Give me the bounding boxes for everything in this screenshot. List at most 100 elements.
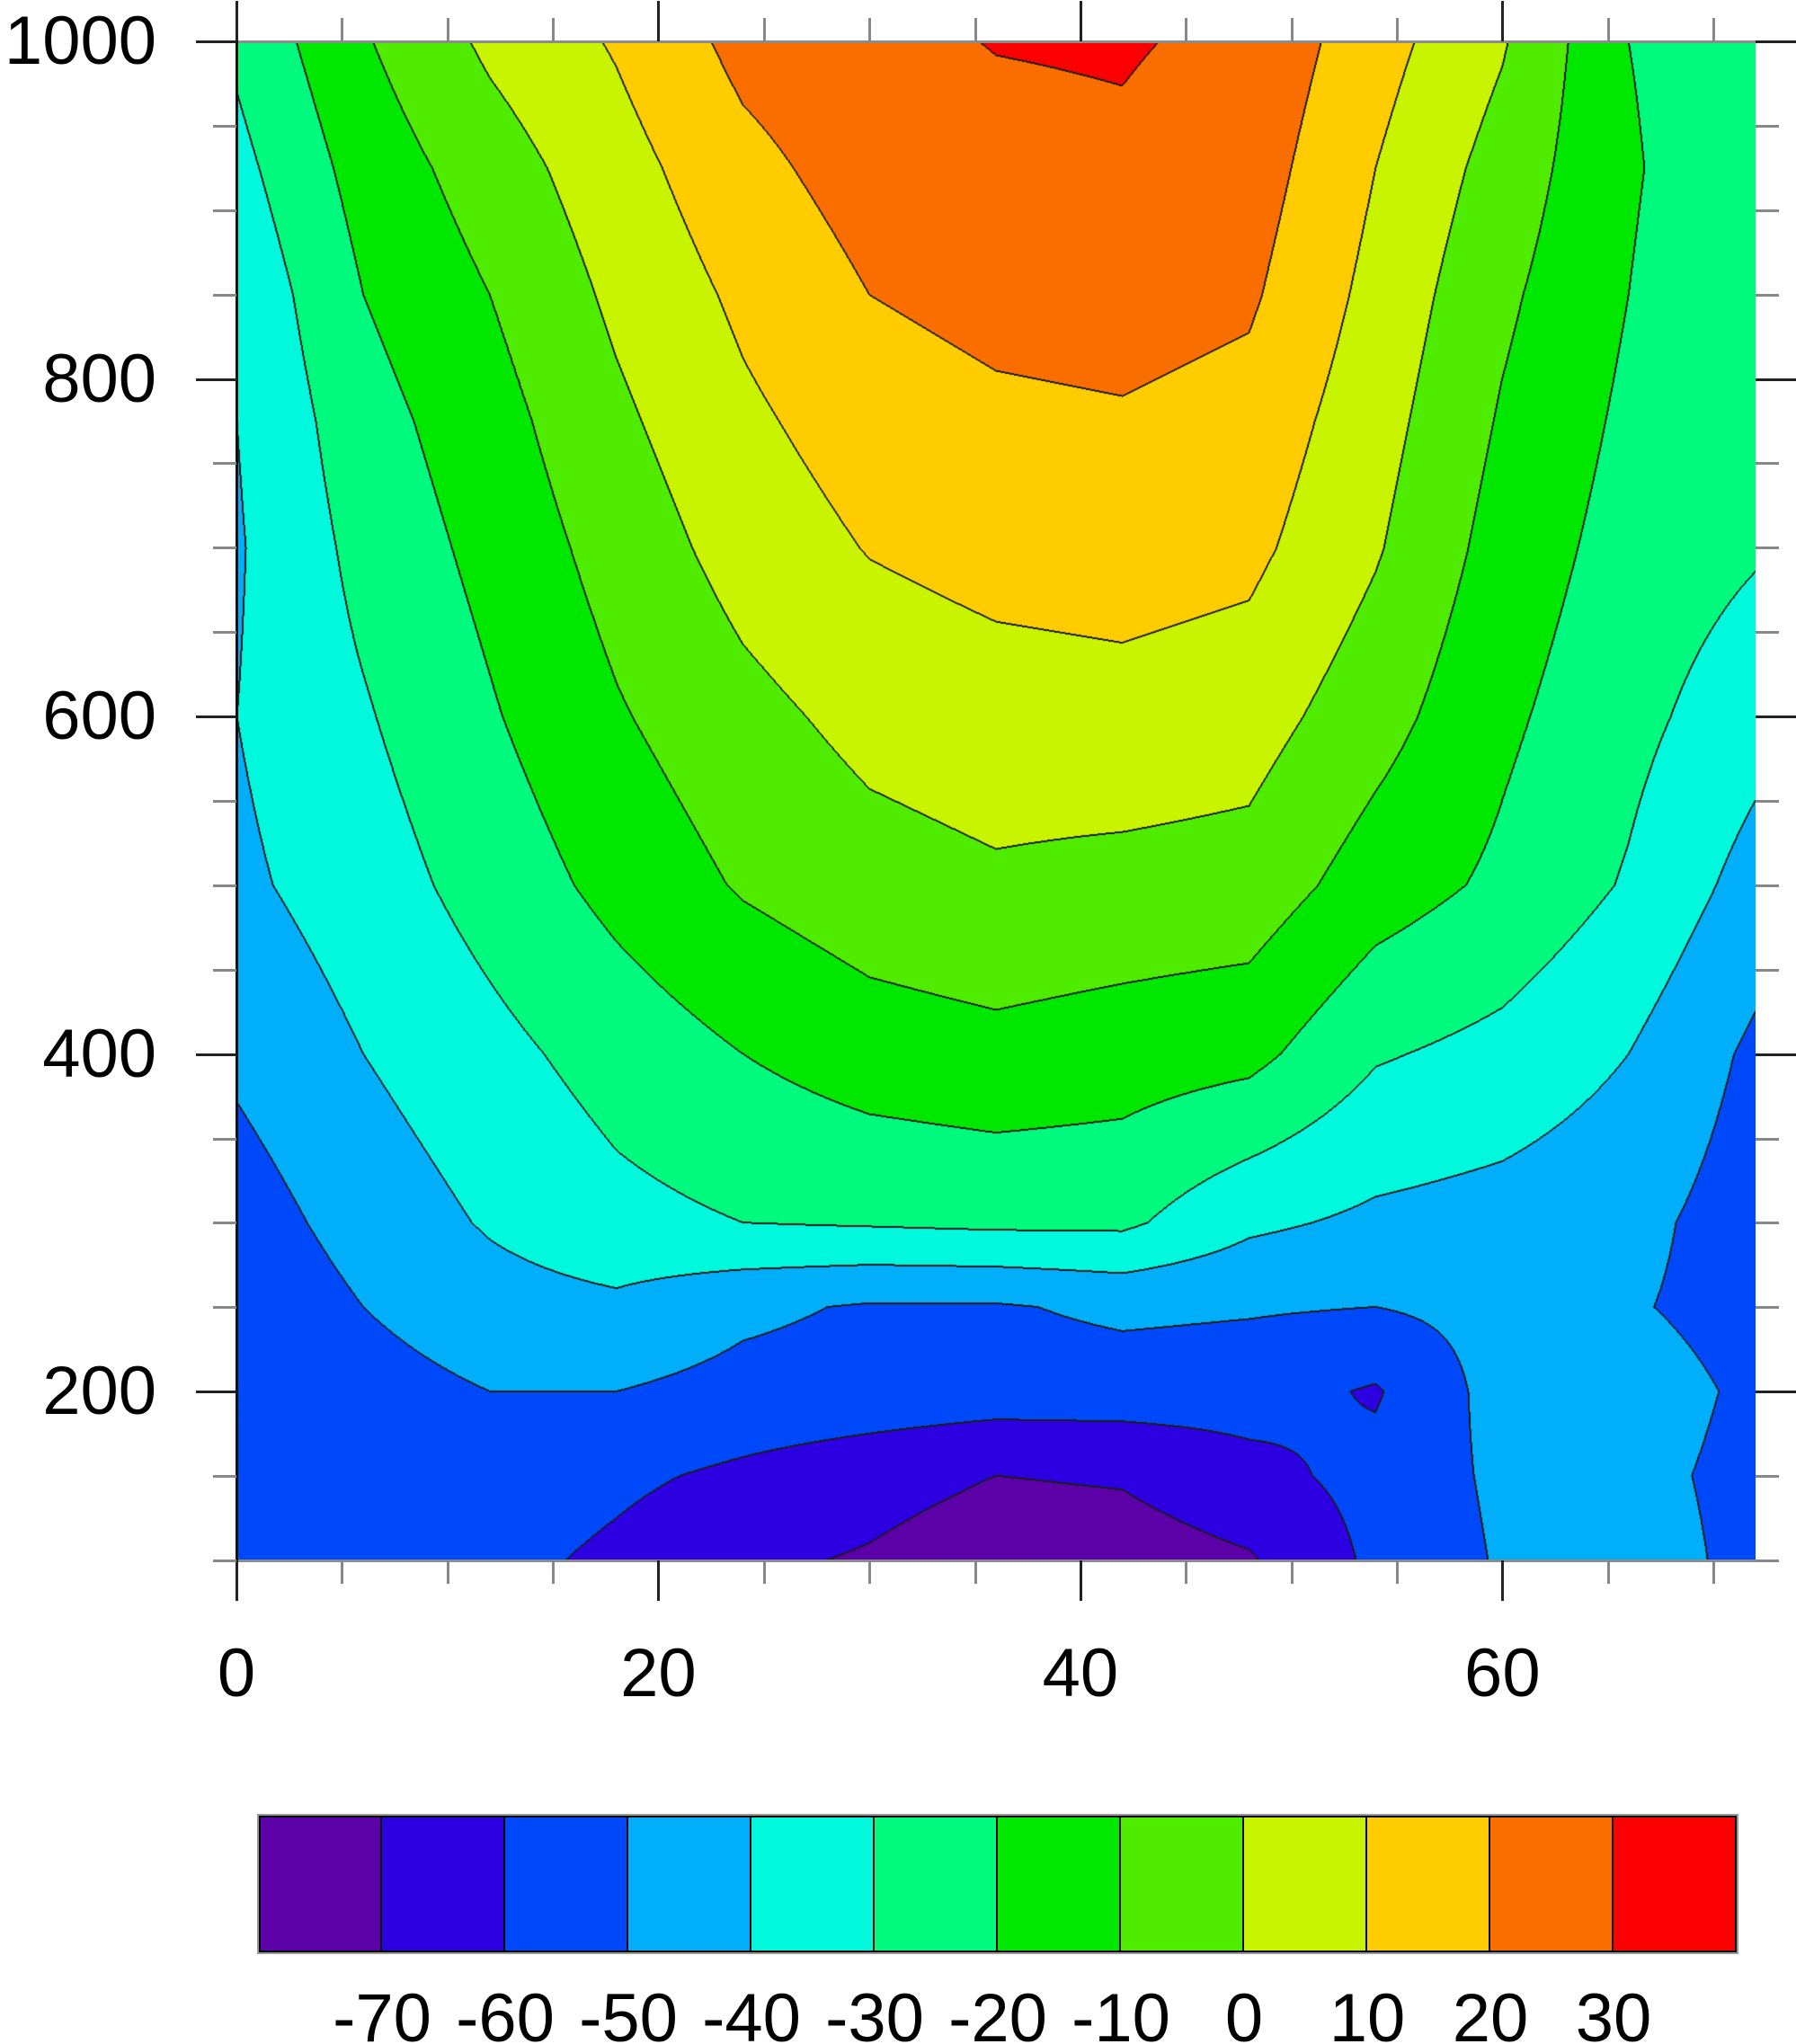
x-axis-tick — [974, 1560, 977, 1584]
x-axis-tick — [1290, 1560, 1294, 1584]
y-axis-tick-right — [1756, 1053, 1796, 1056]
colorbar-tick-label: -60 — [456, 1980, 555, 2044]
x-axis-tick-top — [446, 18, 449, 41]
y-axis-tick — [196, 715, 236, 719]
y-axis-tick — [213, 1306, 236, 1310]
x-axis-tick-top — [762, 18, 766, 41]
colorbar-tick-label: -30 — [825, 1980, 924, 2044]
y-axis-tick-label: 400 — [42, 1015, 156, 1092]
colorbar-swatch — [1367, 1816, 1490, 1952]
colorbar-swatch — [998, 1816, 1121, 1952]
colorbar-tick-label: -70 — [333, 1980, 431, 2044]
x-axis-tick — [1501, 1560, 1505, 1601]
plot-border-left — [236, 41, 238, 1601]
y-axis-tick — [213, 1560, 236, 1562]
y-axis-tick — [213, 209, 236, 212]
colorbar-swatch — [1490, 1816, 1614, 1952]
y-axis-tick-label: 600 — [42, 678, 156, 755]
x-axis-tick-label: 40 — [1042, 1635, 1119, 1711]
colorbar-tick-label: -20 — [948, 1980, 1047, 2044]
y-axis-tick — [213, 631, 236, 635]
colorbar-swatch — [1121, 1816, 1244, 1952]
y-axis-tick-right — [1756, 800, 1779, 803]
y-axis-tick-right — [1756, 968, 1779, 972]
colorbar-tick-label: 10 — [1329, 1980, 1406, 2044]
x-axis-tick — [236, 1560, 238, 1601]
x-axis-tick — [1079, 1560, 1082, 1601]
x-axis-tick-label: 20 — [620, 1635, 697, 1711]
colorbar-tick-label: 20 — [1452, 1980, 1529, 2044]
colorbar-swatch — [628, 1816, 751, 1952]
plot-border-bottom — [218, 1560, 1776, 1562]
y-axis-tick-label: 1000 — [4, 3, 156, 79]
y-axis-tick-right — [1756, 1222, 1779, 1225]
x-axis-tick-top — [657, 1, 661, 41]
x-axis-tick-top — [1606, 18, 1610, 41]
x-axis-tick-top — [974, 18, 977, 41]
y-axis-tick — [196, 40, 236, 43]
y-axis-tick — [196, 1053, 236, 1056]
y-axis-tick — [213, 124, 236, 128]
y-axis-tick-right — [1756, 631, 1779, 635]
x-axis-tick-top — [1395, 18, 1399, 41]
y-axis-tick — [213, 1222, 236, 1225]
y-axis-tick-right — [1756, 884, 1779, 887]
contour-plot-canvas — [236, 41, 1756, 1560]
y-axis-tick — [213, 1475, 236, 1479]
colorbar-swatch — [382, 1816, 505, 1952]
colorbar-swatch — [259, 1816, 382, 1952]
y-axis-tick — [196, 378, 236, 381]
y-axis-tick-right — [1756, 378, 1796, 381]
y-axis-tick-right — [1756, 40, 1796, 43]
x-axis-tick — [1712, 1560, 1716, 1584]
x-axis-tick — [1185, 1560, 1188, 1584]
x-axis-tick — [446, 1560, 449, 1584]
x-axis-tick — [762, 1560, 766, 1584]
y-axis-tick-right — [1756, 462, 1779, 466]
y-axis-tick — [213, 547, 236, 550]
x-axis-tick-top — [341, 18, 344, 41]
y-axis-tick-right — [1756, 293, 1779, 297]
y-axis-tick-right — [1756, 209, 1779, 212]
y-axis-tick-right — [1756, 547, 1779, 550]
colorbar-tick-label: -50 — [579, 1980, 678, 2044]
x-axis-tick-top — [1501, 1, 1505, 41]
y-axis-tick — [196, 1391, 236, 1394]
y-axis-tick — [213, 293, 236, 297]
x-axis-tick — [552, 1560, 556, 1584]
colorbar-tick-label: -10 — [1071, 1980, 1170, 2044]
colorbar-swatch — [751, 1816, 875, 1952]
x-axis-tick-label: 0 — [217, 1635, 256, 1711]
colorbar-swatch — [505, 1816, 628, 1952]
x-axis-tick-top — [1290, 18, 1294, 41]
y-axis-tick-right — [1756, 1137, 1779, 1141]
y-axis-tick-right — [1756, 124, 1779, 128]
y-axis-tick — [213, 968, 236, 972]
colorbar-tick-label: 30 — [1575, 1980, 1652, 2044]
x-axis-tick-top — [868, 18, 872, 41]
y-axis-tick — [213, 884, 236, 887]
y-axis-tick-label: 800 — [42, 340, 156, 417]
colorbar-tick-label: 0 — [1224, 1980, 1264, 2044]
y-axis-tick-right — [1756, 1391, 1796, 1394]
y-axis-tick — [213, 800, 236, 803]
x-axis-tick-top — [1712, 18, 1716, 41]
y-axis-tick-right — [1756, 715, 1796, 719]
y-axis-tick-right — [1756, 1560, 1779, 1562]
x-axis-tick — [1395, 1560, 1399, 1584]
y-axis-tick — [213, 1137, 236, 1141]
y-axis-tick — [213, 462, 236, 466]
x-axis-tick — [868, 1560, 872, 1584]
y-axis-tick-label: 200 — [42, 1353, 156, 1430]
x-axis-tick-top — [236, 1, 238, 41]
colorbar — [257, 1814, 1738, 1954]
colorbar-tick-label: -40 — [702, 1980, 801, 2044]
x-axis-tick — [657, 1560, 661, 1601]
x-axis-tick-top — [1185, 18, 1188, 41]
x-axis-tick — [1606, 1560, 1610, 1584]
colorbar-swatch — [875, 1816, 998, 1952]
y-axis-tick-right — [1756, 1475, 1779, 1479]
x-axis-tick — [341, 1560, 344, 1584]
colorbar-swatch — [1614, 1816, 1737, 1952]
